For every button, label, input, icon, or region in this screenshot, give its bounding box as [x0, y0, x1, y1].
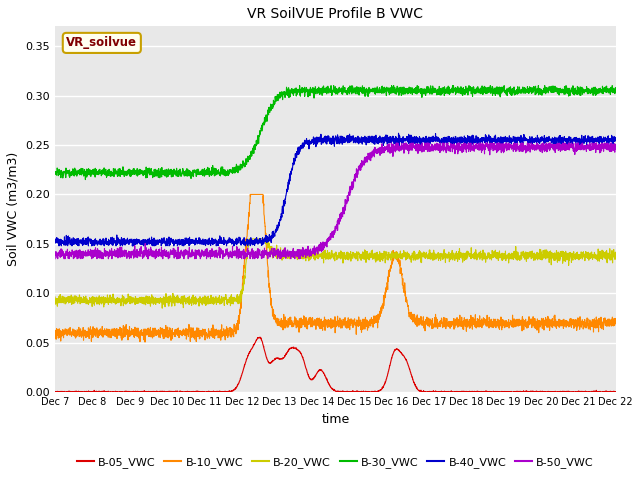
Title: VR SoilVUE Profile B VWC: VR SoilVUE Profile B VWC [248, 7, 424, 21]
X-axis label: time: time [321, 413, 349, 426]
Text: VR_soilvue: VR_soilvue [67, 36, 138, 49]
Y-axis label: Soil VWC (m3/m3): Soil VWC (m3/m3) [7, 152, 20, 266]
Legend: B-05_VWC, B-10_VWC, B-20_VWC, B-30_VWC, B-40_VWC, B-50_VWC: B-05_VWC, B-10_VWC, B-20_VWC, B-30_VWC, … [72, 453, 598, 472]
